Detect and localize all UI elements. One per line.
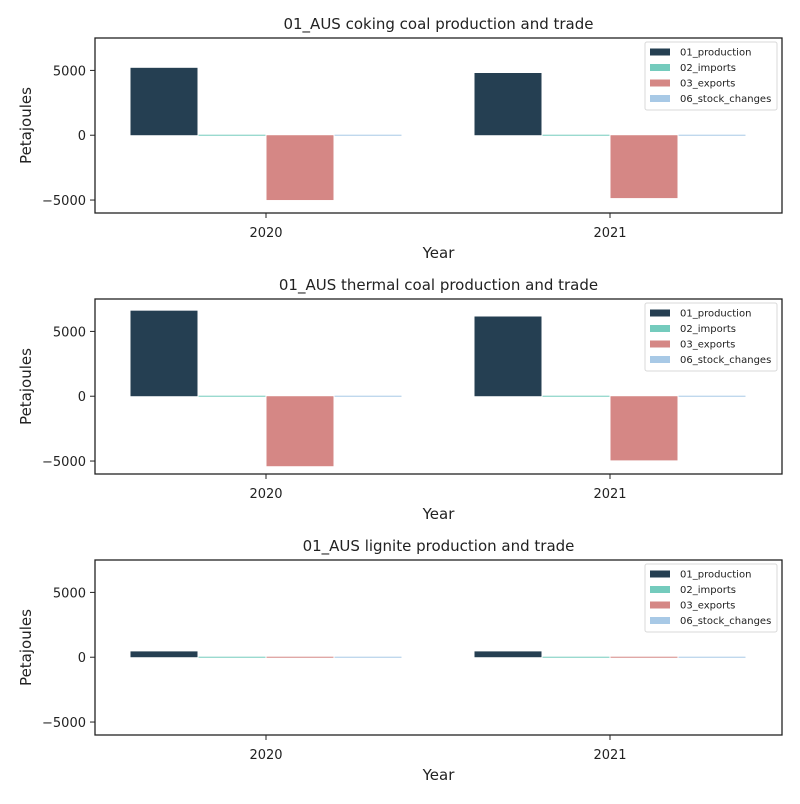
bar-01_production-2021 [474,651,542,658]
legend-box [644,41,778,111]
legend-label-06_stock_changes: 06_stock_changes [680,616,771,627]
y-axis-label: Petajoules [17,609,35,686]
y-tick-label: 5000 [53,64,86,79]
x-tick-label: 2021 [593,748,626,763]
x-tick-label: 2021 [593,487,626,502]
bar-03_exports-2020 [266,656,334,658]
y-tick-label: −5000 [42,455,86,470]
legend-swatch-03_exports [650,79,670,87]
x-tick-label: 2020 [249,487,282,502]
legend-label-03_exports: 03_exports [680,340,735,351]
legend: 01_production 02_imports 03_exports 06_stoc… [644,41,778,111]
bar-06_stock_changes-2021 [678,656,746,658]
bar-03_exports-2021 [610,396,678,461]
legend-label-06_stock_changes: 06_stock_changes [680,94,771,105]
x-tick-label: 2020 [249,226,282,241]
bar-01_production-2020 [130,67,198,136]
legend-label-01_production: 01_production [680,309,751,320]
legend-box [644,302,778,372]
bar-01_production-2021 [474,73,542,136]
legend-label-02_imports: 02_imports [680,324,736,335]
bar-06_stock_changes-2020 [334,395,402,397]
legend-swatch-06_stock_changes [650,95,670,102]
y-tick-label: 0 [78,390,86,405]
bar-02_imports-2020 [198,395,266,397]
legend-swatch-06_stock_changes [650,617,670,624]
bar-03_exports-2021 [610,135,678,199]
legend-label-03_exports: 03_exports [680,601,735,612]
x-axis-label: Year [422,766,456,784]
bar-02_imports-2021 [542,656,610,658]
bar-01_production-2021 [474,316,542,397]
legend-label-02_imports: 02_imports [680,585,736,596]
legend-swatch-03_exports [650,340,670,348]
bar-02_imports-2021 [542,134,610,136]
legend-swatch-02_imports [650,64,670,71]
x-axis-label: Year [422,244,456,262]
bar-06_stock_changes-2020 [334,134,402,136]
bar-01_production-2020 [130,651,198,658]
y-tick-label: 5000 [53,325,86,340]
bar-06_stock_changes-2020 [334,656,402,658]
legend-label-01_production: 01_production [680,48,751,59]
legend-swatch-02_imports [650,325,670,332]
legend-swatch-03_exports [650,601,670,609]
bar-03_exports-2020 [266,396,334,467]
bar-02_imports-2020 [198,656,266,658]
plot-frame [94,559,783,736]
y-tick-label: 0 [78,129,86,144]
bar-03_exports-2020 [266,135,334,201]
legend-box [644,563,778,633]
bar-01_production-2020 [130,310,198,397]
legend-label-01_production: 01_production [680,570,751,581]
legend-label-03_exports: 03_exports [680,79,735,90]
legend-label-06_stock_changes: 06_stock_changes [680,355,771,366]
subplot-3: 01_AUS lignite production and trade −5000… [17,537,783,784]
plot-frame [94,298,783,475]
bar-06_stock_changes-2021 [678,395,746,397]
x-axis-label: Year [422,505,456,523]
subplot-2: 01_AUS thermal coal production and trade… [17,276,783,523]
plot-frame [94,37,783,214]
y-tick-label: −5000 [42,194,86,209]
y-tick-label: 5000 [53,586,86,601]
legend-swatch-01_production [650,570,670,578]
y-tick-label: 0 [78,651,86,666]
bar-02_imports-2020 [198,134,266,136]
chart-title: 01_AUS coking coal production and trade [283,15,593,34]
x-tick-label: 2020 [249,748,282,763]
y-tick-label: −5000 [42,716,86,731]
chart-title: 01_AUS lignite production and trade [303,537,575,556]
legend: 01_production 02_imports 03_exports 06_stoc… [644,563,778,633]
bar-03_exports-2021 [610,656,678,658]
legend-swatch-02_imports [650,586,670,593]
y-axis-label: Petajoules [17,87,35,164]
chart-title: 01_AUS thermal coal production and trade [279,276,598,295]
legend-swatch-01_production [650,309,670,317]
subplot-1: 01_AUS coking coal production and trade −… [17,15,783,262]
bar-02_imports-2021 [542,395,610,397]
legend-label-02_imports: 02_imports [680,63,736,74]
legend-swatch-01_production [650,48,670,56]
x-tick-label: 2021 [593,226,626,241]
y-axis-label: Petajoules [17,348,35,425]
legend-swatch-06_stock_changes [650,356,670,363]
legend: 01_production 02_imports 03_exports 06_stoc… [644,302,778,372]
bar-06_stock_changes-2021 [678,134,746,136]
